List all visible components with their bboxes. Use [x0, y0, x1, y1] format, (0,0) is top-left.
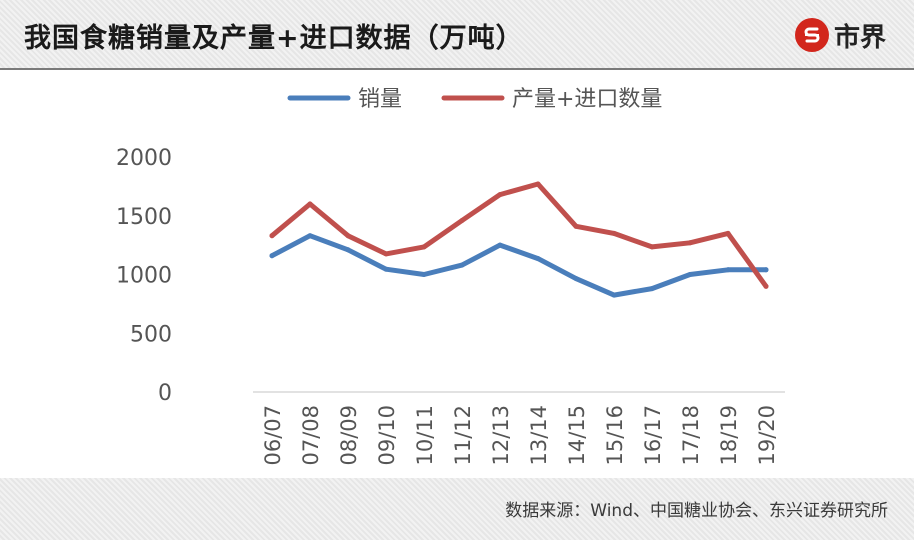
data-point — [497, 192, 503, 198]
legend-label: 产量+进口数量 — [512, 87, 662, 112]
data-point — [307, 201, 313, 207]
x-tick-label: 18/19 — [717, 405, 741, 466]
data-point — [763, 283, 769, 289]
data-point — [535, 256, 541, 262]
y-tick-label: 0 — [158, 381, 172, 406]
data-point — [535, 181, 541, 187]
data-point — [725, 230, 731, 236]
data-point — [383, 266, 389, 272]
data-point — [763, 267, 769, 273]
data-point — [459, 262, 465, 268]
brand-logo: 市界 — [794, 16, 886, 54]
series-line-1 — [269, 181, 769, 289]
x-axis-ticks: 06/07 07/08 08/09 09/10 10/11 11/12 12/13 13/14… — [261, 405, 779, 466]
y-tick-label: 1000 — [116, 264, 172, 289]
x-tick-label: 14/15 — [565, 405, 589, 466]
y-axis-ticks: 0 500 1000 1500 2000 — [116, 146, 172, 406]
data-source-note: 数据来源：Wind、中国糖业协会、东兴证券研究所 — [505, 501, 888, 521]
data-point — [725, 267, 731, 273]
y-tick-label: 1500 — [116, 205, 172, 230]
data-point — [269, 253, 275, 259]
footer-bar: 数据来源：Wind、中国糖业协会、东兴证券研究所 — [0, 478, 914, 540]
x-tick-label: 08/09 — [337, 405, 361, 466]
data-point — [687, 272, 693, 277]
chart-legend: 销量 产量+进口数量 — [287, 87, 662, 112]
x-tick-label: 07/08 — [299, 405, 323, 466]
page-title: 我国食糖销量及产量+进口数据（万吨） — [24, 23, 524, 54]
line-chart: 销量 产量+进口数量 0 500 1000 1500 2000 06/07 07/08 08/… — [116, 87, 785, 466]
legend-label: 销量 — [358, 87, 402, 112]
data-point — [269, 233, 275, 239]
x-tick-label: 17/18 — [679, 405, 703, 466]
data-point — [573, 276, 579, 282]
y-tick-label: 2000 — [116, 146, 172, 171]
x-tick-label: 19/20 — [755, 405, 779, 466]
s-logo-icon — [794, 18, 829, 52]
data-point — [345, 247, 351, 253]
data-point — [421, 272, 427, 277]
data-point — [383, 251, 389, 257]
x-tick-label: 16/17 — [641, 405, 665, 466]
data-point — [421, 244, 427, 250]
series-line-0 — [269, 233, 769, 298]
data-point — [307, 233, 313, 239]
x-tick-label: 15/16 — [603, 405, 627, 466]
data-point — [611, 230, 617, 236]
x-tick-label: 12/13 — [489, 405, 513, 466]
data-point — [687, 240, 693, 246]
data-point — [649, 244, 655, 250]
header-bar: 我国食糖销量及产量+进口数据（万吨） 市界 — [0, 0, 914, 70]
series-lines — [269, 181, 769, 298]
x-tick-label: 13/14 — [527, 405, 551, 466]
data-point — [459, 218, 465, 223]
data-point — [649, 286, 655, 292]
x-tick-label: 06/07 — [261, 405, 285, 466]
logo-text: 市界 — [833, 22, 886, 53]
x-tick-label: 10/11 — [413, 405, 437, 466]
data-point — [611, 292, 617, 298]
x-tick-label: 11/12 — [451, 405, 475, 466]
data-point — [345, 233, 351, 239]
data-point — [497, 242, 503, 248]
data-point — [573, 223, 579, 229]
y-tick-label: 500 — [130, 322, 172, 347]
x-tick-label: 09/10 — [375, 405, 399, 466]
